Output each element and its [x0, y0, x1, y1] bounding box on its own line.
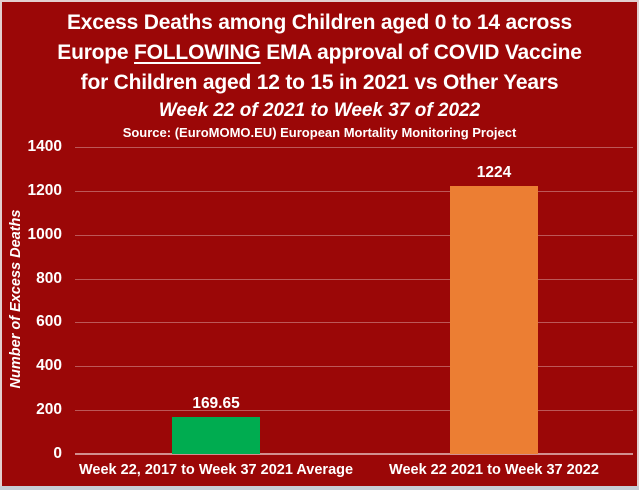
chart-subtitle: Week 22 of 2021 to Week 37 of 2022 — [158, 100, 481, 121]
gridline — [75, 190, 633, 192]
image-bottom-edge — [0, 486, 639, 490]
chart-title-line-2-prefix: Europe — [57, 41, 135, 64]
gridline — [75, 147, 633, 148]
gridline — [75, 234, 633, 236]
chart-title-underlined-word: FOLLOWING — [134, 41, 261, 64]
gridline — [75, 278, 633, 280]
chart-title-line-1: Excess Deaths among Children aged 0 to 1… — [66, 11, 573, 34]
chart-title-line-3: for Children aged 12 to 15 in 2021 vs Ot… — [80, 71, 559, 94]
bar-value-label: 169.65 — [192, 394, 240, 412]
gridline — [75, 410, 633, 412]
gridline — [75, 322, 633, 324]
x-axis-baseline — [75, 453, 633, 455]
x-axis-category-label: Week 22, 2017 to Week 37 2021 Average — [78, 462, 354, 478]
bar-value-label: 1224 — [476, 163, 512, 181]
y-tick-label: 1200 — [27, 181, 62, 199]
x-axis-category-label: Week 22 2021 to Week 37 2022 — [389, 462, 599, 478]
y-tick-label: 800 — [36, 269, 62, 287]
chart-title-line-2-suffix: EMA approval of COVID Vaccine — [260, 41, 582, 64]
y-tick-label: 1000 — [27, 225, 62, 243]
y-tick-label: 200 — [36, 401, 62, 419]
bar-average-2017-2021 — [172, 416, 261, 454]
chart-title-block: Excess Deaths among Children aged 0 to 1… — [0, 0, 639, 142]
chart-title-line-2: Europe FOLLOWING EMA approval of COVID V… — [0, 38, 639, 68]
y-tick-label: 0 — [53, 445, 62, 462]
bar-2021-2022 — [449, 185, 538, 454]
y-tick-label: 400 — [36, 357, 62, 375]
y-tick-label: 1400 — [27, 138, 62, 155]
y-tick-label: 600 — [36, 313, 62, 331]
gridline — [75, 366, 633, 368]
chart-source-note: Source: (EuroMOMO.EU) European Mortality… — [122, 125, 517, 140]
